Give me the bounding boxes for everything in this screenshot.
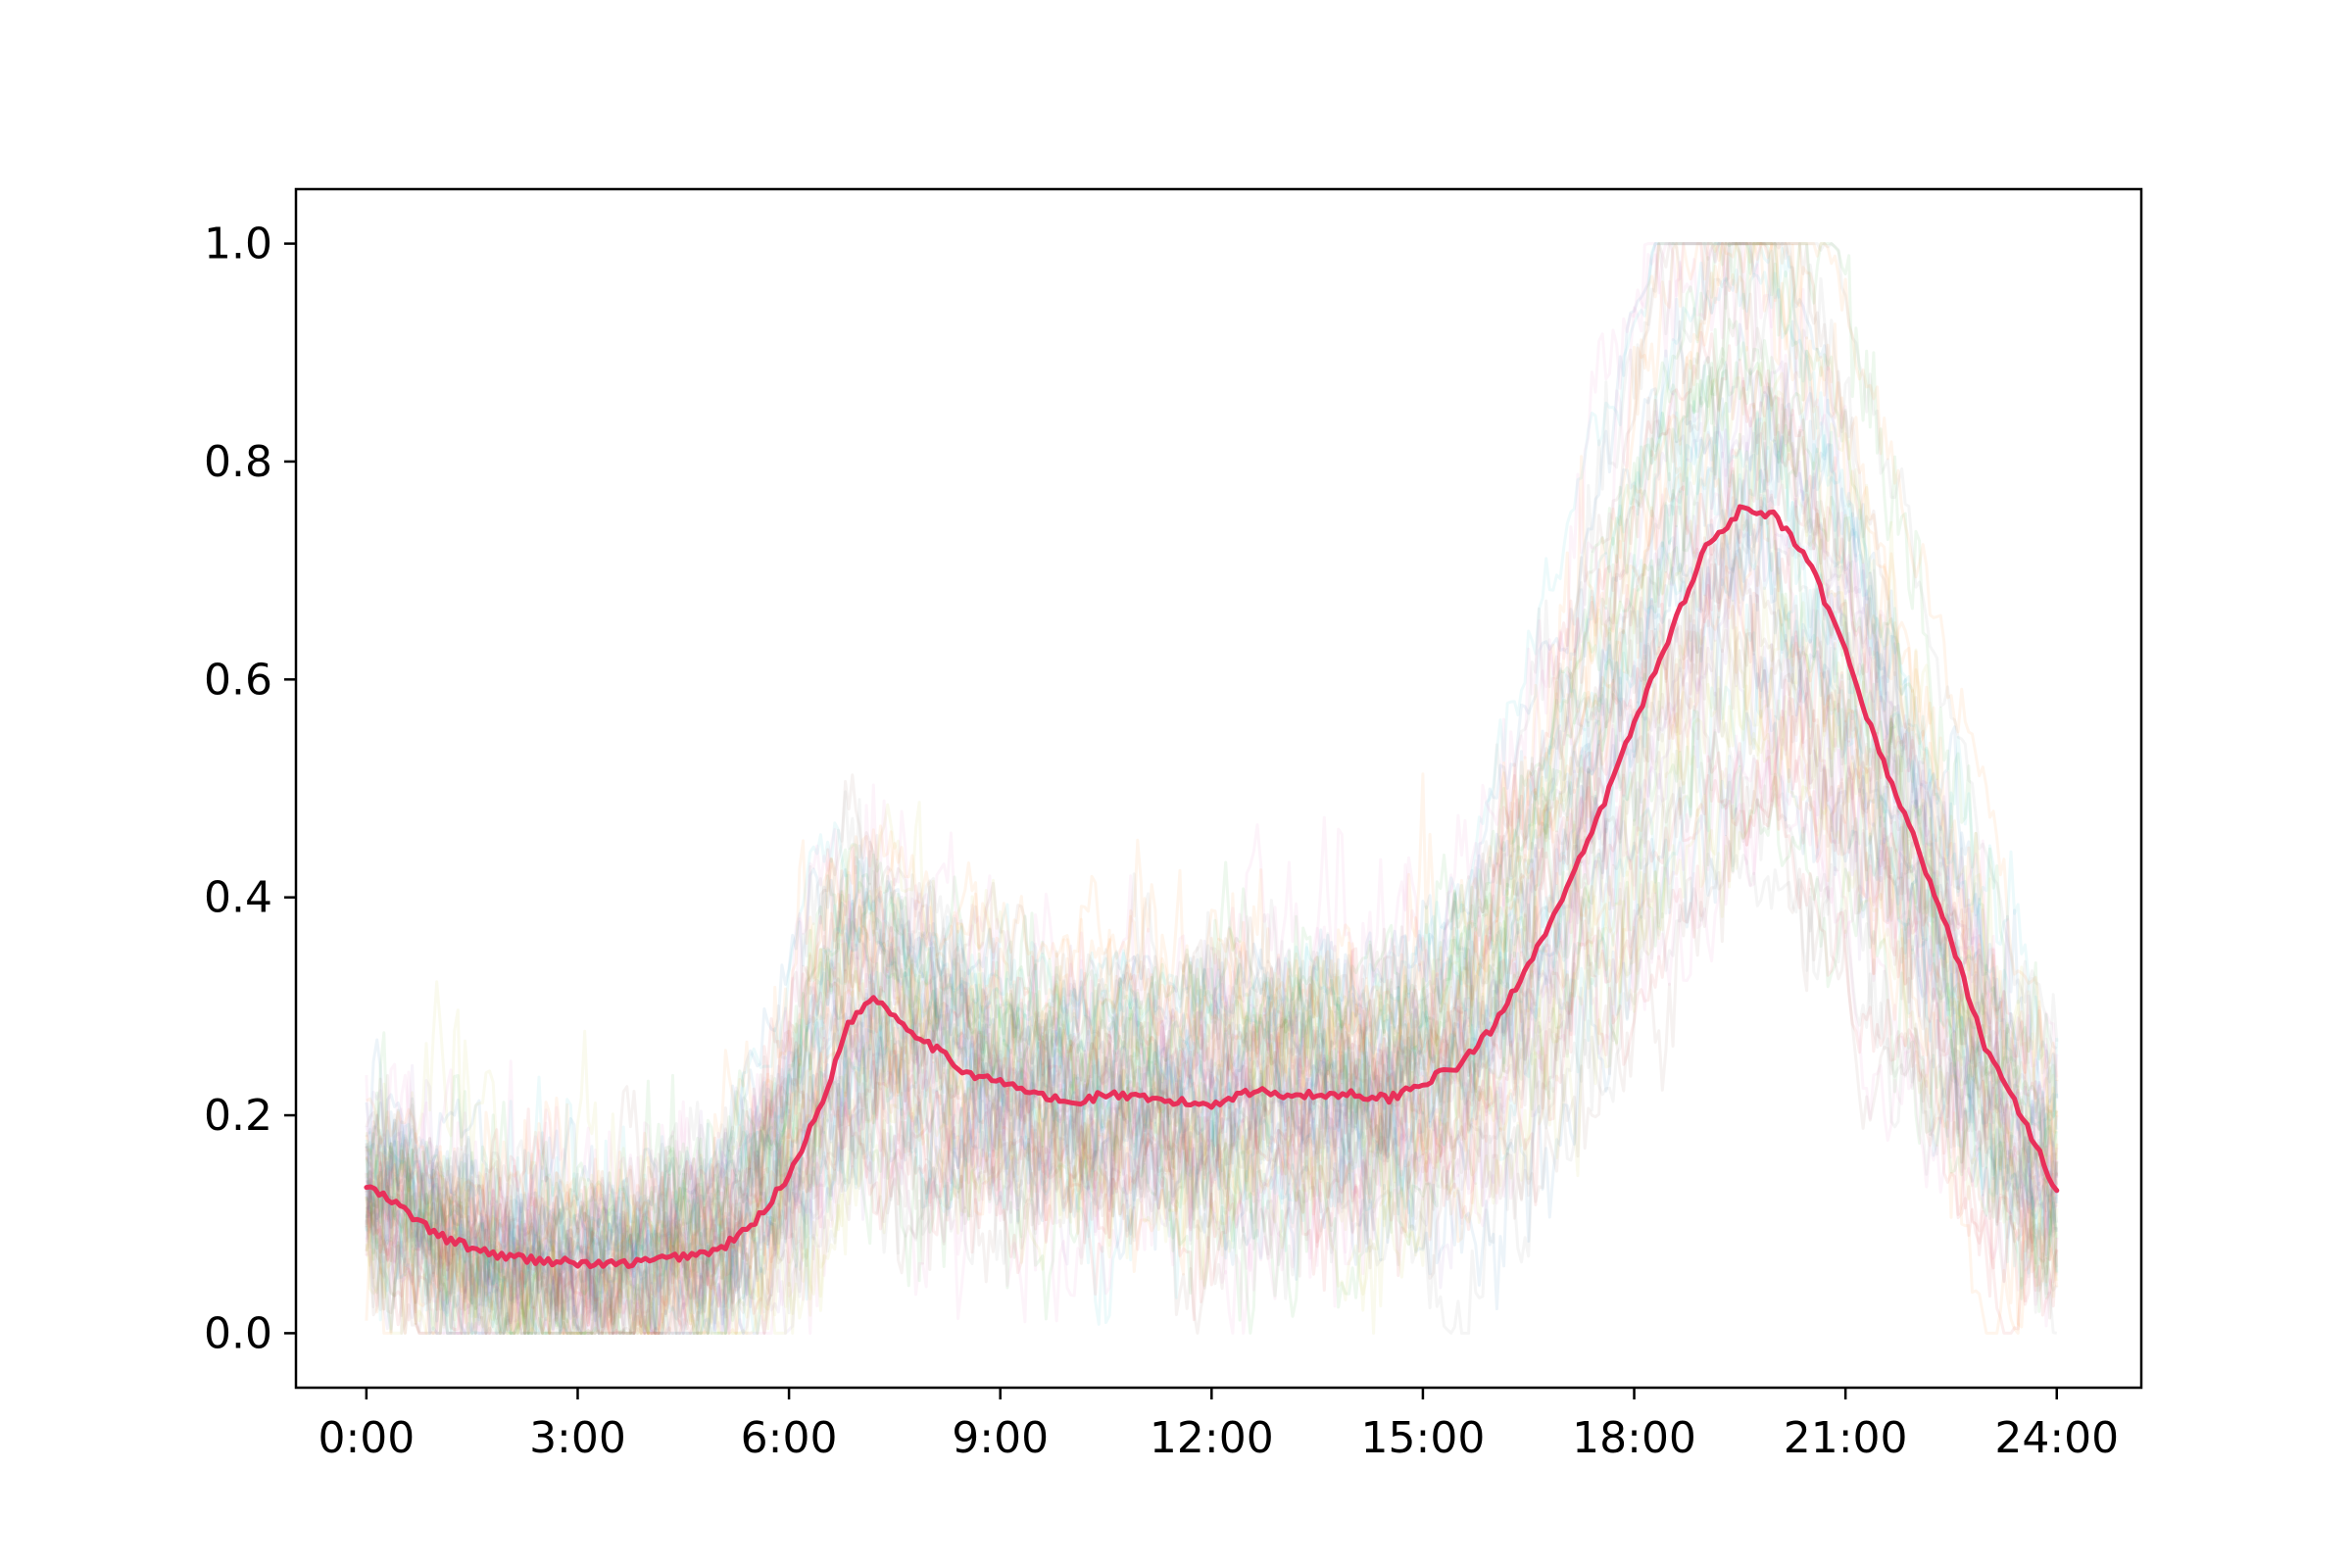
x-axis: 0:00 3:00 6:00 9:00 12:00 15:00 18:00 21:00 24:0… — [318, 1388, 2119, 1463]
background-trace — [365, 390, 2059, 1335]
y-tick-label: 0.8 — [204, 437, 272, 487]
mean-series-line — [364, 504, 2060, 1270]
background-trace — [365, 650, 2058, 1335]
y-tick-label: 0.2 — [204, 1091, 272, 1141]
background-trace — [366, 345, 2059, 1335]
background-trace — [366, 506, 2059, 1323]
background-trace — [365, 242, 2059, 1335]
background-trace — [365, 751, 2059, 1327]
x-tick-label: 15:00 — [1361, 1413, 1486, 1463]
background-trace — [365, 242, 2058, 1303]
background-trace — [365, 242, 2059, 1335]
background-traces — [365, 242, 2059, 1335]
background-trace — [365, 242, 2059, 1335]
background-trace — [365, 687, 2058, 1335]
background-trace — [365, 297, 2059, 1335]
x-tick-label: 21:00 — [1784, 1413, 1908, 1463]
plot-frame — [294, 187, 2143, 1390]
background-trace — [365, 559, 2059, 1335]
background-trace — [365, 784, 2059, 1335]
background-trace — [366, 710, 2059, 1335]
background-trace — [365, 242, 2059, 1292]
background-trace — [365, 677, 2059, 1335]
background-trace — [365, 490, 2059, 1335]
background-trace — [365, 566, 2059, 1335]
background-trace — [365, 242, 2059, 1335]
x-tick-label: 0:00 — [318, 1413, 415, 1463]
x-tick-label: 3:00 — [529, 1413, 626, 1463]
background-trace — [365, 242, 2059, 1290]
y-tick-label: 0.4 — [204, 873, 272, 923]
y-tick-label: 0.0 — [204, 1308, 272, 1358]
x-tick-label: 18:00 — [1572, 1413, 1696, 1463]
x-tick-label: 9:00 — [952, 1413, 1049, 1463]
background-trace — [365, 593, 2059, 1335]
background-trace — [365, 379, 2059, 1335]
background-trace — [365, 546, 2059, 1335]
y-tick-label: 1.0 — [204, 220, 272, 270]
background-trace — [365, 242, 2059, 1335]
background-trace — [365, 385, 2059, 1335]
x-tick-label: 24:00 — [1994, 1413, 2119, 1463]
background-trace — [365, 431, 2059, 1335]
background-trace — [365, 364, 2058, 1335]
background-trace — [365, 523, 2059, 1335]
background-trace — [365, 496, 2059, 1335]
background-trace — [365, 479, 2059, 1335]
background-trace — [365, 709, 2059, 1335]
background-trace — [365, 689, 2059, 1335]
background-trace — [365, 242, 2059, 1335]
background-trace — [365, 242, 2059, 1297]
x-tick-label: 6:00 — [741, 1413, 838, 1463]
background-trace — [365, 441, 2059, 1335]
background-trace — [366, 318, 2059, 1335]
background-trace — [366, 433, 2059, 1335]
background-trace — [366, 840, 2058, 1335]
background-trace — [365, 459, 2059, 1335]
background-trace — [365, 594, 2059, 1335]
background-trace — [365, 587, 2057, 1335]
background-trace — [365, 347, 2059, 1335]
background-trace — [366, 677, 2059, 1335]
background-trace — [365, 242, 2059, 1335]
background-trace — [365, 330, 2059, 1334]
background-trace — [365, 547, 2058, 1335]
background-trace — [365, 387, 2059, 1335]
background-trace — [365, 327, 2059, 1335]
background-trace — [365, 740, 2059, 1335]
background-trace — [366, 242, 2059, 1272]
background-trace — [365, 242, 2059, 1335]
background-trace — [365, 247, 2059, 1293]
y-tick-label: 0.6 — [204, 655, 272, 705]
background-trace — [365, 668, 2059, 1335]
y-axis: 0.0 0.2 0.4 0.6 0.8 1.0 — [204, 220, 296, 1358]
background-trace — [365, 242, 2059, 1335]
background-trace — [365, 572, 2059, 1335]
background-trace — [366, 416, 2058, 1307]
x-tick-label: 12:00 — [1150, 1413, 1274, 1463]
background-trace — [365, 355, 2059, 1326]
